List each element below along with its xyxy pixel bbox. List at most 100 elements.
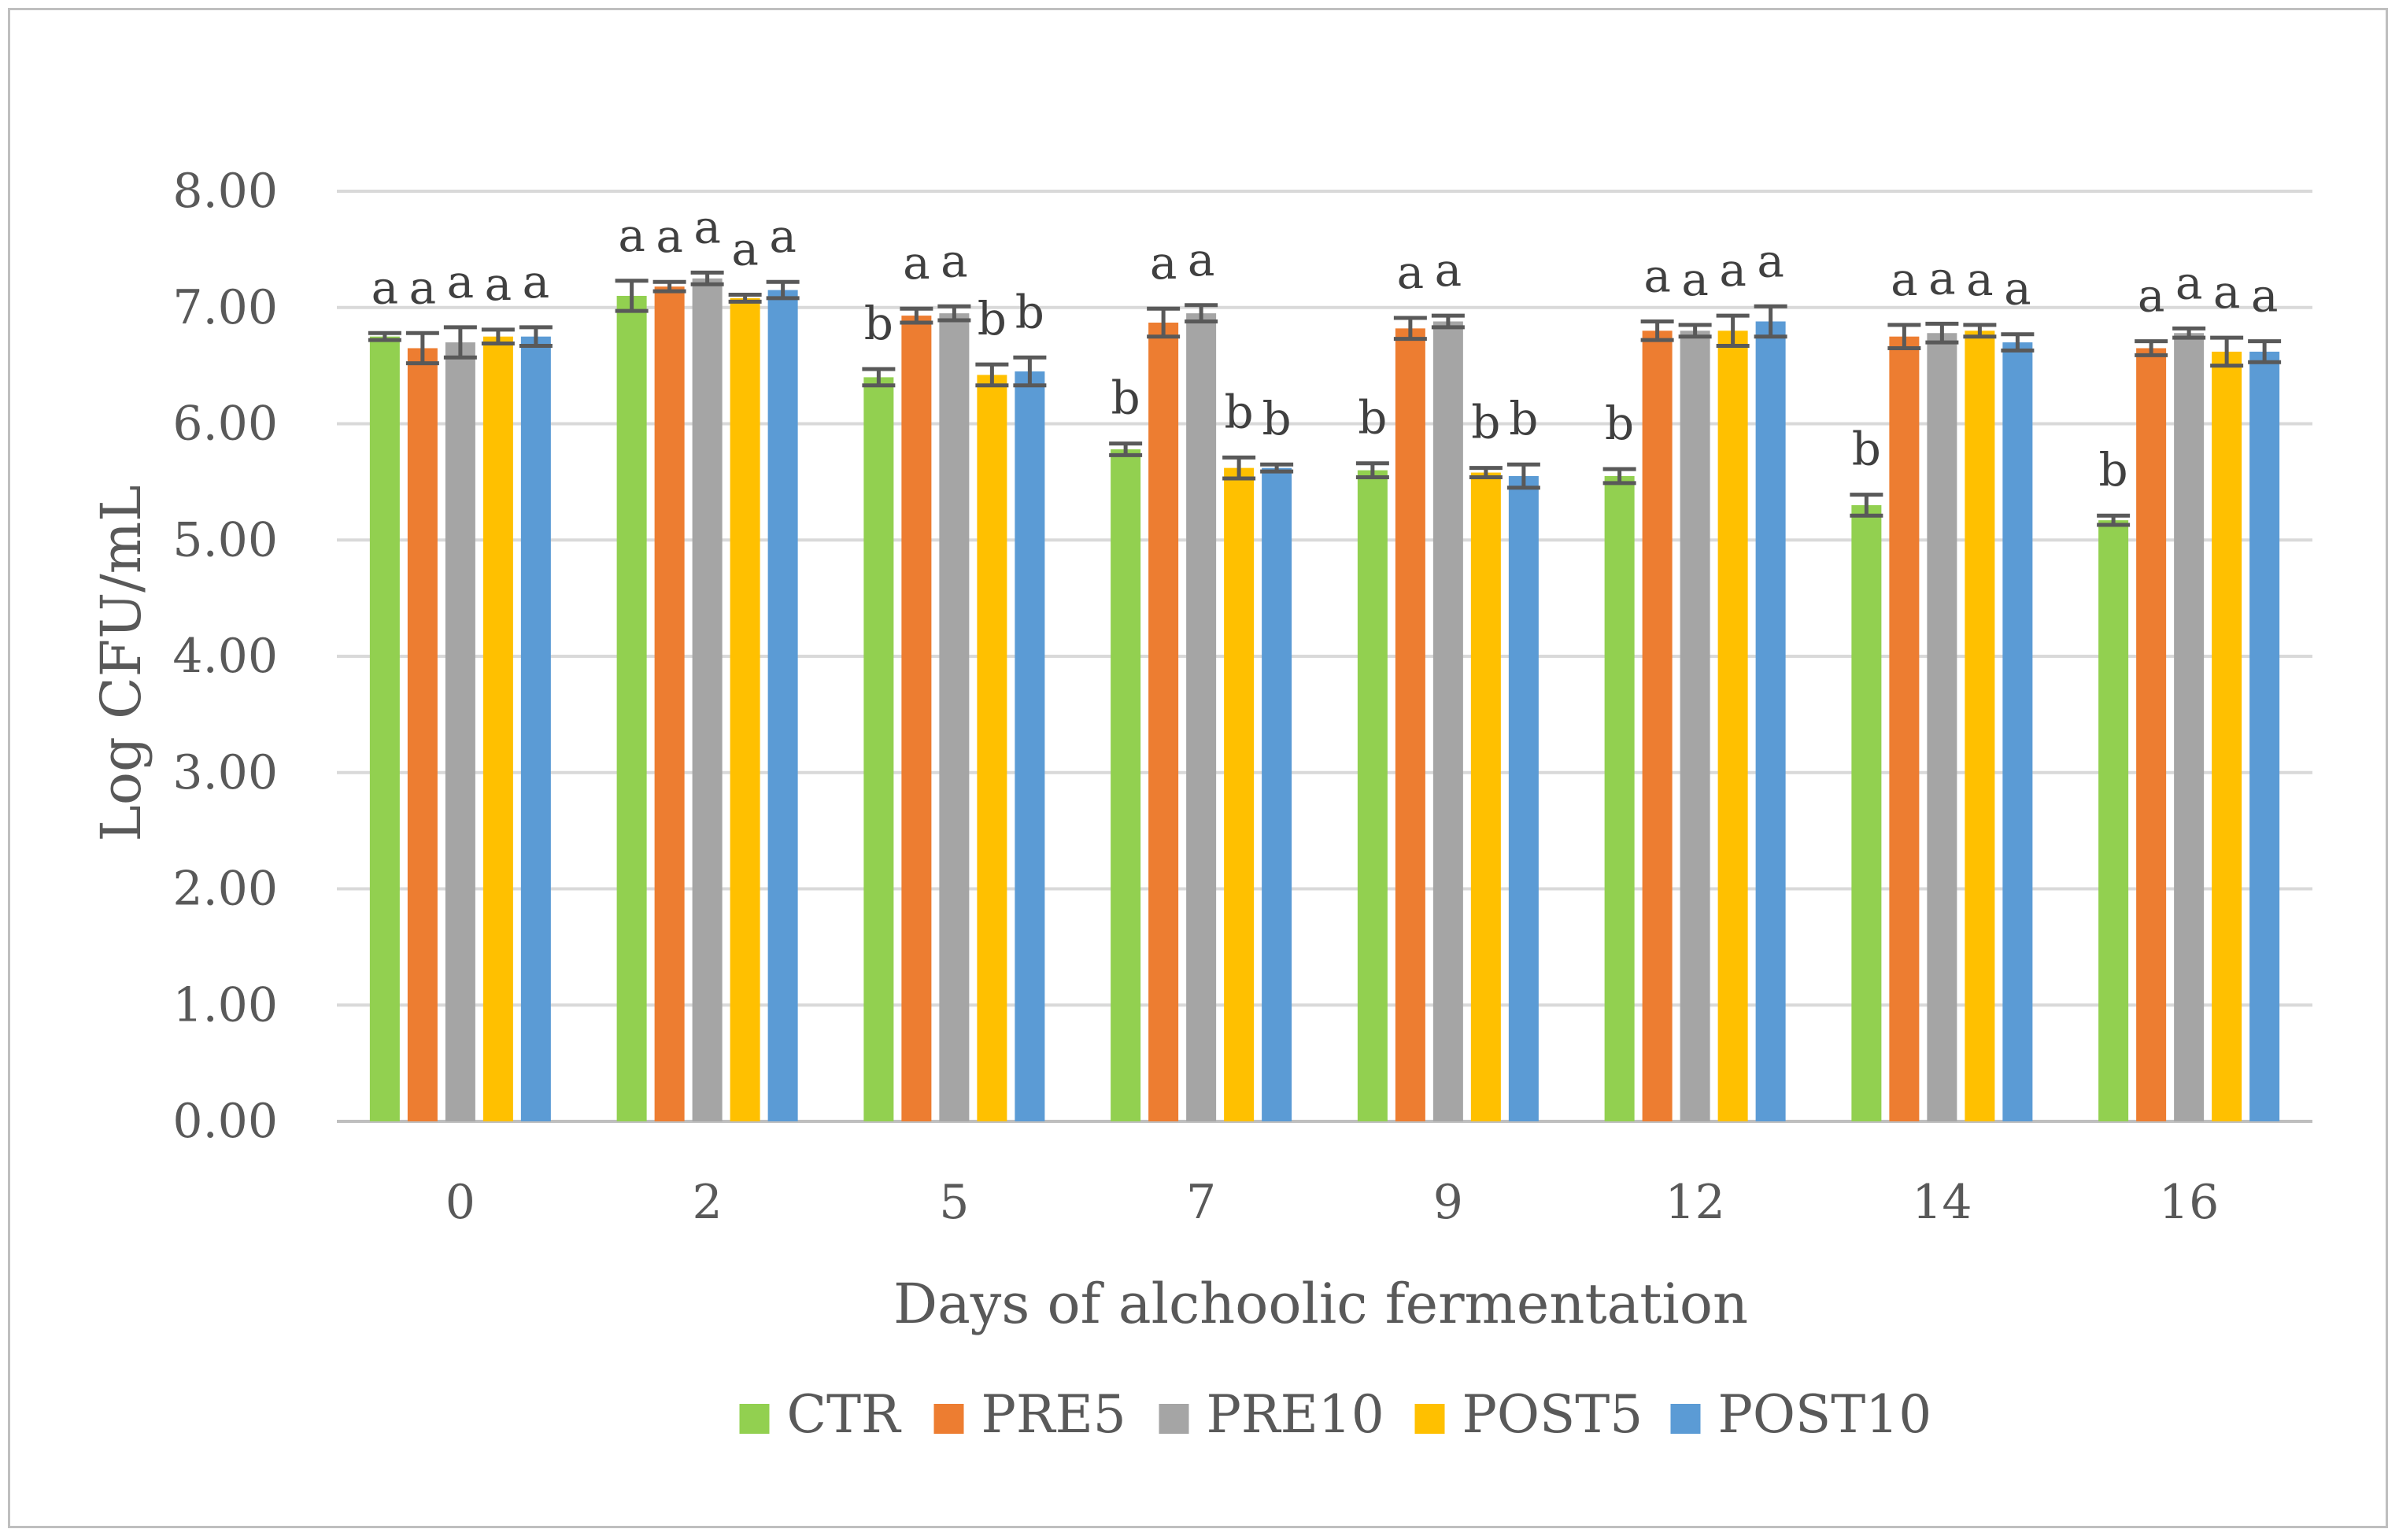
y-tick-label: 0.00 [172,1094,278,1149]
x-tick-labels: 0 2 5 7 9 12 14 16 [445,1175,2220,1230]
legend-swatch-pre10 [1159,1404,1189,1434]
y-tick-label: 3.00 [172,745,278,800]
significance-letter: a [1681,253,1709,306]
y-axis-title: Log CFU/mL [89,485,153,841]
bar-pre10 [939,313,970,1122]
significance-letter: b [1225,385,1254,438]
bar-pre10 [1927,333,1957,1121]
bar-post5 [977,375,1007,1121]
significance-letter: a [2213,265,2241,319]
significance-letter: a [618,209,645,262]
legend-swatch-pre5 [933,1404,964,1434]
x-tick-label: 9 [1433,1175,1463,1230]
significance-letter: b [1605,397,1634,450]
error-bars [368,270,2282,527]
bar-post5 [1965,331,1995,1121]
bar-pre5 [407,348,438,1121]
significance-letter: a [1928,251,1956,305]
significance-letter: a [941,234,968,287]
bar-pre5 [1889,336,1920,1121]
significance-letter: b [864,297,893,350]
bar-post10 [767,290,798,1121]
legend-label-ctr: CTR [787,1384,903,1445]
bar-post10 [520,336,551,1121]
bar-ctr [1851,504,1882,1121]
bar-post5 [730,297,760,1122]
bar-post10 [1015,371,1045,1121]
bar-pre5 [1395,328,1425,1122]
bar-ctr [863,377,894,1121]
significance-letter: a [693,200,721,253]
significance-letter: b [978,292,1007,345]
x-tick-label: 16 [2159,1175,2219,1230]
bar-pre10 [1432,321,1463,1122]
legend-swatch-ctr [739,1404,770,1434]
bar-pre5 [1642,331,1673,1121]
bar-post10 [1262,467,1292,1121]
x-tick-label: 7 [1186,1175,1216,1230]
significance-letter: b [1471,396,1500,449]
y-tick-labels: 0.00 1.00 2.00 3.00 4.00 5.00 6.00 7.00 8.00 [172,164,278,1149]
x-tick-label: 2 [693,1175,723,1230]
bars [369,278,2280,1122]
significance-letter: b [1509,392,1538,445]
bar-post10 [1508,475,1539,1121]
legend-label-pre5: PRE5 [981,1384,1126,1445]
y-tick-label: 5.00 [172,512,278,567]
bar-post5 [482,336,513,1121]
x-tick-label: 14 [1912,1175,1972,1230]
x-axis-title: Days of alchoolic fermentation [893,1272,1748,1336]
y-tick-label: 2.00 [172,862,278,917]
significance-letter: a [731,222,759,275]
x-tick-label: 0 [445,1175,475,1230]
significance-letter: a [1150,236,1177,290]
bar-ctr [1604,475,1635,1121]
bar-ctr [1111,449,1141,1121]
significance-letter: a [1719,243,1747,297]
significance-letter: a [447,255,475,308]
bar-ctr [616,295,647,1122]
x-tick-label: 12 [1665,1175,1724,1230]
legend: CTR PRE5 PRE10 POST5 POST10 [739,1384,1931,1445]
y-tick-label: 7.00 [172,280,278,335]
bar-post5 [2212,351,2242,1121]
significance-letter: b [2099,443,2128,497]
bar-post10 [1755,321,1786,1122]
significance-letter: a [769,209,797,263]
significance-letter: a [656,209,683,263]
significance-letter: a [1435,243,1462,297]
significance-letter: a [2175,256,2203,309]
bar-post10 [2002,342,2033,1121]
y-tick-label: 4.00 [172,629,278,684]
bar-pre5 [2136,348,2167,1121]
significance-letter: a [903,236,930,290]
bar-pre5 [901,316,932,1121]
legend-swatch-post10 [1670,1404,1701,1434]
bar-post5 [1224,467,1255,1121]
significance-letter: b [1111,371,1140,425]
legend-label-pre10: PRE10 [1207,1384,1384,1445]
significance-letter: a [1966,253,1994,306]
bar-pre5 [654,286,685,1121]
y-tick-label: 1.00 [172,977,278,1032]
bar-pre10 [692,278,723,1121]
bar-pre10 [1680,331,1710,1121]
bar-ctr [2098,520,2129,1121]
legend-label-post5: POST5 [1462,1384,1643,1445]
significance-letter: a [1397,246,1425,299]
significance-letter: a [2138,269,2165,323]
significance-letter: a [485,257,512,311]
significance-letter: a [409,260,437,314]
bar-ctr [1357,470,1388,1121]
bar-post5 [1717,331,1748,1121]
significance-letter: b [1358,391,1387,445]
significance-letter: a [1757,234,1784,287]
significance-letter: b [1852,423,1881,476]
bar-post10 [2249,351,2280,1121]
x-tick-label: 5 [939,1175,969,1230]
significance-letter: a [2251,269,2279,323]
bar-pre10 [2174,333,2205,1121]
significance-letter: b [1015,285,1044,338]
